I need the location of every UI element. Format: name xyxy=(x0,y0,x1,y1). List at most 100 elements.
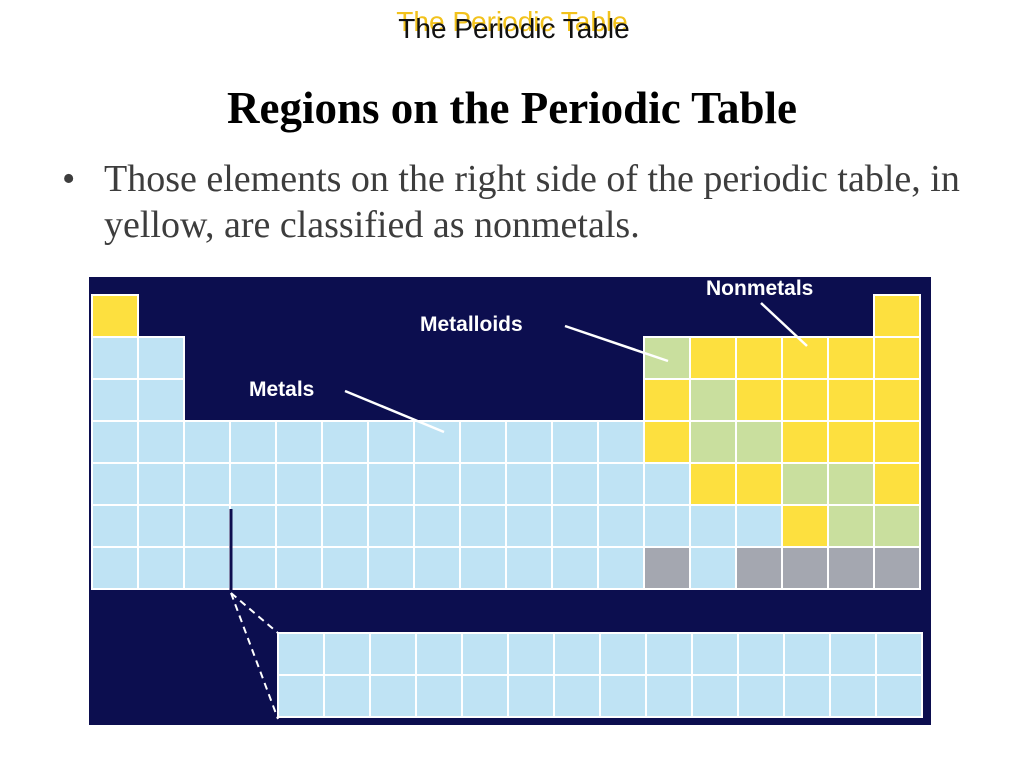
element-cell xyxy=(229,462,277,506)
element-cell xyxy=(91,462,139,506)
element-cell xyxy=(413,546,461,590)
metals-pointer-line xyxy=(344,389,445,434)
element-cell xyxy=(689,462,737,506)
element-cell xyxy=(137,378,185,422)
element-cell xyxy=(873,504,921,548)
element-cell xyxy=(413,504,461,548)
element-cell xyxy=(413,420,461,464)
element-cell xyxy=(91,294,139,338)
element-cell xyxy=(137,504,185,548)
element-cell xyxy=(689,378,737,422)
element-cell xyxy=(367,420,415,464)
element-cell xyxy=(505,462,553,506)
metalloids-pointer-line xyxy=(564,324,669,363)
element-cell xyxy=(645,674,693,718)
slide-title: Regions on the Periodic Table xyxy=(226,83,798,133)
element-cell xyxy=(829,632,877,676)
element-cell xyxy=(643,462,691,506)
element-cell xyxy=(781,462,829,506)
element-cell xyxy=(369,632,417,676)
element-cell xyxy=(321,546,369,590)
element-cell xyxy=(321,420,369,464)
element-cell xyxy=(827,336,875,380)
element-cell xyxy=(643,378,691,422)
element-cell xyxy=(229,504,277,548)
header-title-shadow: The Periodic Table xyxy=(396,6,628,37)
element-cell xyxy=(599,632,647,676)
header-title: The Periodic Table xyxy=(398,13,630,44)
element-cell xyxy=(369,674,417,718)
element-cell xyxy=(275,462,323,506)
series-dashed-line-upper xyxy=(230,592,279,634)
element-cell xyxy=(367,504,415,548)
element-cell xyxy=(781,546,829,590)
element-cell xyxy=(91,336,139,380)
element-cell xyxy=(323,632,371,676)
element-cell xyxy=(183,504,231,548)
element-cell xyxy=(137,420,185,464)
element-cell xyxy=(229,546,277,590)
element-cell xyxy=(275,546,323,590)
series-dashed-line-lower xyxy=(230,592,279,720)
bullet-text: Those elements on the right side of the … xyxy=(104,158,960,246)
element-cell xyxy=(599,674,647,718)
element-cell xyxy=(827,378,875,422)
element-cell xyxy=(689,420,737,464)
element-cell xyxy=(183,420,231,464)
element-cell xyxy=(597,462,645,506)
element-cell xyxy=(91,504,139,548)
element-cell xyxy=(505,420,553,464)
element-cell xyxy=(415,674,463,718)
element-cell xyxy=(137,336,185,380)
element-cell xyxy=(735,504,783,548)
element-cell xyxy=(183,462,231,506)
element-cell xyxy=(643,336,691,380)
element-cell xyxy=(643,420,691,464)
element-cell xyxy=(829,674,877,718)
element-cell xyxy=(827,420,875,464)
element-cell xyxy=(459,462,507,506)
element-cell xyxy=(689,504,737,548)
element-cell xyxy=(735,378,783,422)
element-cell xyxy=(873,378,921,422)
element-cell xyxy=(321,462,369,506)
element-cell xyxy=(505,504,553,548)
element-cell xyxy=(91,546,139,590)
metals-label: Metals xyxy=(249,378,314,401)
metalloids-label: Metalloids xyxy=(420,313,523,336)
element-cell xyxy=(875,674,923,718)
element-cell xyxy=(553,674,601,718)
element-cell xyxy=(735,336,783,380)
element-cell xyxy=(459,504,507,548)
element-cell xyxy=(597,504,645,548)
element-cell xyxy=(277,632,325,676)
element-cell xyxy=(553,632,601,676)
element-cell xyxy=(461,674,509,718)
element-cell xyxy=(367,462,415,506)
element-cell xyxy=(91,420,139,464)
slide-header: The Periodic Table The Periodic Table xyxy=(0,4,1024,52)
element-cell xyxy=(781,420,829,464)
nonmetals-pointer-line xyxy=(760,302,808,347)
element-cell xyxy=(91,378,139,422)
element-cell xyxy=(551,462,599,506)
periodic-table-diagram: Metals Metalloids Nonmetals xyxy=(89,277,931,725)
element-cell xyxy=(735,462,783,506)
element-cell xyxy=(827,462,875,506)
element-cell xyxy=(689,546,737,590)
element-cell xyxy=(645,632,693,676)
bullet-marker: • xyxy=(62,158,76,200)
element-cell xyxy=(277,674,325,718)
element-cell xyxy=(689,336,737,380)
element-cell xyxy=(781,378,829,422)
element-cell xyxy=(691,674,739,718)
element-cell xyxy=(783,674,831,718)
element-cell xyxy=(551,504,599,548)
element-cell xyxy=(229,420,277,464)
element-cell xyxy=(735,420,783,464)
element-cell xyxy=(183,546,231,590)
element-cell xyxy=(137,546,185,590)
element-cell xyxy=(737,632,785,676)
element-cells xyxy=(91,294,923,718)
element-cell xyxy=(827,546,875,590)
